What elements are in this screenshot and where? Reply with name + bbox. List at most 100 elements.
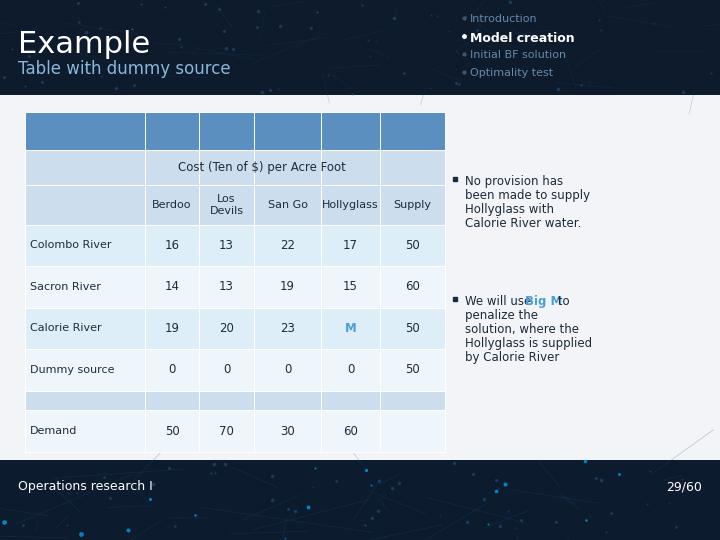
Text: Operations research I: Operations research I bbox=[18, 480, 153, 493]
Bar bbox=[321, 410, 380, 452]
Bar bbox=[380, 391, 445, 410]
Text: 70: 70 bbox=[219, 425, 234, 438]
Bar bbox=[145, 185, 199, 225]
Text: solution, where the: solution, where the bbox=[465, 323, 579, 336]
Text: Example: Example bbox=[18, 30, 150, 59]
Bar bbox=[25, 112, 145, 150]
Text: 30: 30 bbox=[280, 425, 295, 438]
Text: Demand: Demand bbox=[30, 426, 77, 436]
Text: Introduction: Introduction bbox=[470, 14, 538, 24]
Bar bbox=[380, 308, 445, 349]
Bar bbox=[25, 225, 145, 266]
Text: to: to bbox=[554, 295, 570, 308]
Bar bbox=[199, 410, 254, 452]
Text: 15: 15 bbox=[343, 280, 358, 293]
Bar bbox=[380, 150, 445, 185]
Text: 17: 17 bbox=[343, 239, 358, 252]
Bar bbox=[254, 150, 321, 185]
Bar bbox=[25, 410, 145, 452]
Bar bbox=[321, 150, 380, 185]
Text: 29/60: 29/60 bbox=[666, 480, 702, 493]
Bar bbox=[25, 391, 145, 410]
Text: M: M bbox=[345, 322, 356, 335]
Text: 19: 19 bbox=[280, 280, 295, 293]
Bar bbox=[254, 185, 321, 225]
Text: 14: 14 bbox=[164, 280, 179, 293]
Bar bbox=[254, 391, 321, 410]
Text: Los
Devils: Los Devils bbox=[210, 194, 243, 215]
Bar bbox=[380, 266, 445, 308]
Text: 0: 0 bbox=[223, 363, 230, 376]
Bar bbox=[254, 112, 321, 150]
Text: 60: 60 bbox=[405, 280, 420, 293]
Bar bbox=[321, 391, 380, 410]
Text: 50: 50 bbox=[165, 425, 179, 438]
Text: 13: 13 bbox=[219, 280, 234, 293]
Bar bbox=[380, 349, 445, 391]
Bar bbox=[380, 112, 445, 150]
Bar bbox=[199, 185, 254, 225]
Bar bbox=[321, 349, 380, 391]
Bar bbox=[0, 95, 720, 460]
Bar bbox=[145, 308, 199, 349]
Bar bbox=[199, 391, 254, 410]
Bar bbox=[380, 225, 445, 266]
Text: 50: 50 bbox=[405, 363, 420, 376]
Bar bbox=[321, 308, 380, 349]
Text: 0: 0 bbox=[284, 363, 291, 376]
Bar bbox=[25, 150, 145, 185]
Bar bbox=[199, 112, 254, 150]
Text: Dummy source: Dummy source bbox=[30, 365, 114, 375]
Text: We will use: We will use bbox=[465, 295, 535, 308]
Text: Sacron River: Sacron River bbox=[30, 282, 101, 292]
Bar bbox=[199, 225, 254, 266]
Text: Optimality test: Optimality test bbox=[470, 68, 553, 78]
Bar bbox=[380, 410, 445, 452]
Bar bbox=[25, 185, 145, 225]
Text: Table with dummy source: Table with dummy source bbox=[18, 60, 230, 78]
Text: Calorie River water.: Calorie River water. bbox=[465, 217, 581, 230]
Bar bbox=[254, 410, 321, 452]
Text: 13: 13 bbox=[219, 239, 234, 252]
Bar bbox=[199, 266, 254, 308]
Text: Hollyglass is supplied: Hollyglass is supplied bbox=[465, 337, 592, 350]
Bar bbox=[145, 112, 199, 150]
Bar bbox=[0, 460, 720, 540]
Bar bbox=[380, 185, 445, 225]
Text: 23: 23 bbox=[280, 322, 295, 335]
Bar bbox=[254, 225, 321, 266]
Bar bbox=[145, 391, 199, 410]
Text: No provision has: No provision has bbox=[465, 175, 563, 188]
Bar bbox=[321, 185, 380, 225]
Text: Big M: Big M bbox=[525, 295, 562, 308]
Bar bbox=[145, 349, 199, 391]
Text: Initial BF solution: Initial BF solution bbox=[470, 50, 566, 60]
Text: Colombo River: Colombo River bbox=[30, 240, 112, 251]
Text: San Go: San Go bbox=[268, 200, 307, 210]
Text: 16: 16 bbox=[164, 239, 179, 252]
Bar bbox=[199, 308, 254, 349]
Text: been made to supply: been made to supply bbox=[465, 189, 590, 202]
Text: Calorie River: Calorie River bbox=[30, 323, 102, 334]
Bar bbox=[321, 112, 380, 150]
Bar bbox=[145, 150, 199, 185]
Text: 20: 20 bbox=[219, 322, 234, 335]
Text: 50: 50 bbox=[405, 239, 420, 252]
Text: Hollyglass: Hollyglass bbox=[322, 200, 379, 210]
Bar bbox=[254, 349, 321, 391]
Bar bbox=[25, 266, 145, 308]
Text: Berdoo: Berdoo bbox=[152, 200, 192, 210]
Bar bbox=[199, 150, 254, 185]
Bar bbox=[254, 308, 321, 349]
Bar bbox=[145, 225, 199, 266]
Bar bbox=[145, 266, 199, 308]
Bar bbox=[254, 266, 321, 308]
Text: Hollyglass with: Hollyglass with bbox=[465, 203, 554, 216]
Bar bbox=[25, 308, 145, 349]
Text: 22: 22 bbox=[280, 239, 295, 252]
Text: by Calorie River: by Calorie River bbox=[465, 351, 559, 364]
Bar bbox=[321, 266, 380, 308]
Text: 0: 0 bbox=[168, 363, 176, 376]
Text: 0: 0 bbox=[347, 363, 354, 376]
Text: Supply: Supply bbox=[393, 200, 431, 210]
